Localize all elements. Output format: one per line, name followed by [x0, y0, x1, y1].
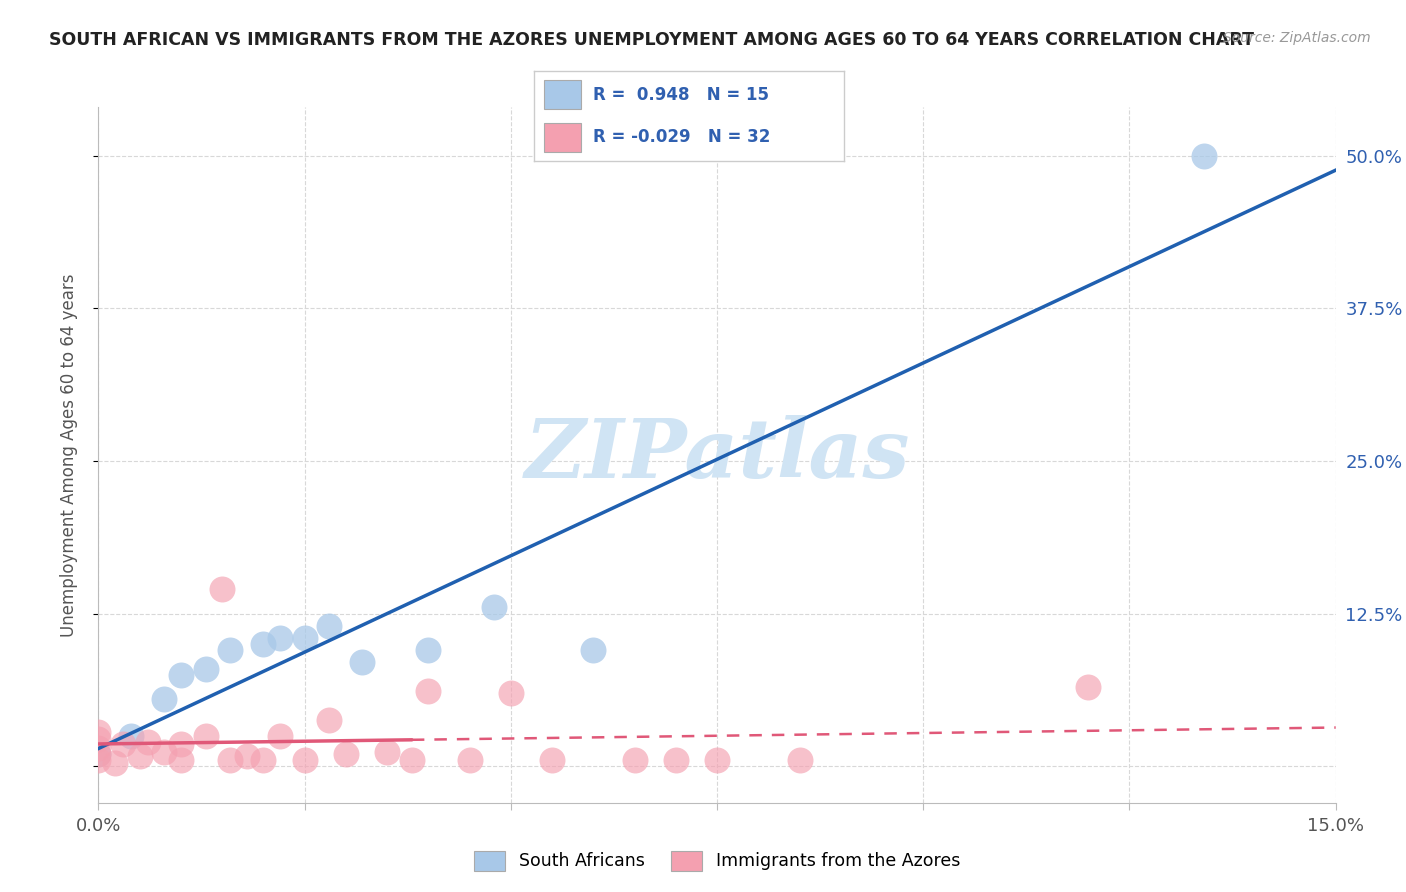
Point	[128, 749, 150, 764]
Y-axis label: Unemployment Among Ages 60 to 64 years: Unemployment Among Ages 60 to 64 years	[59, 273, 77, 637]
Point	[269, 729, 291, 743]
Point	[318, 713, 340, 727]
Point	[1077, 680, 1099, 694]
Text: Source: ZipAtlas.com: Source: ZipAtlas.com	[1223, 31, 1371, 45]
Point	[170, 753, 193, 767]
Point	[87, 725, 110, 739]
Point	[665, 753, 688, 767]
Point	[194, 729, 217, 743]
Point	[219, 643, 242, 657]
Point	[789, 753, 811, 767]
Point	[153, 692, 176, 706]
Point	[706, 753, 728, 767]
Text: R =  0.948   N = 15: R = 0.948 N = 15	[593, 86, 769, 103]
Point	[211, 582, 233, 597]
Point	[120, 729, 142, 743]
Point	[194, 661, 217, 675]
Point	[294, 631, 316, 645]
Point	[104, 756, 127, 770]
Point	[499, 686, 522, 700]
Point	[484, 600, 506, 615]
Point	[87, 747, 110, 761]
Point	[458, 753, 481, 767]
Point	[170, 667, 193, 681]
Point	[170, 737, 193, 751]
Point	[136, 735, 159, 749]
Point	[153, 745, 176, 759]
Point	[623, 753, 645, 767]
Point	[87, 753, 110, 767]
Point	[352, 656, 374, 670]
Point	[269, 631, 291, 645]
Point	[252, 753, 274, 767]
Point	[294, 753, 316, 767]
Point	[401, 753, 423, 767]
Point	[318, 619, 340, 633]
Point	[582, 643, 605, 657]
Point	[219, 753, 242, 767]
Bar	[544, 80, 581, 109]
Point	[1192, 149, 1215, 163]
Point	[112, 737, 135, 751]
Point	[87, 740, 110, 755]
Point	[87, 747, 110, 761]
Point	[335, 747, 357, 761]
Point	[236, 749, 259, 764]
Point	[541, 753, 564, 767]
Text: ZIPatlas: ZIPatlas	[524, 415, 910, 495]
Legend: South Africans, Immigrants from the Azores: South Africans, Immigrants from the Azor…	[467, 844, 967, 878]
Text: SOUTH AFRICAN VS IMMIGRANTS FROM THE AZORES UNEMPLOYMENT AMONG AGES 60 TO 64 YEA: SOUTH AFRICAN VS IMMIGRANTS FROM THE AZO…	[49, 31, 1254, 49]
Point	[418, 683, 440, 698]
Text: R = -0.029   N = 32: R = -0.029 N = 32	[593, 128, 770, 146]
Point	[87, 732, 110, 747]
Point	[418, 643, 440, 657]
Point	[252, 637, 274, 651]
Bar	[544, 123, 581, 152]
Point	[375, 745, 398, 759]
